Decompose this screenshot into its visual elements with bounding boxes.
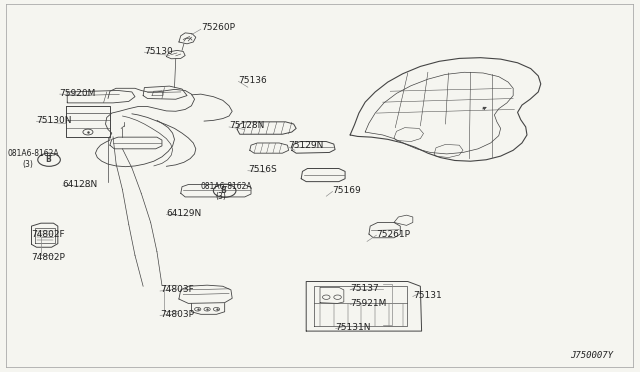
- Text: 74803P: 74803P: [160, 310, 194, 319]
- Text: (3): (3): [22, 160, 33, 169]
- Text: (3): (3): [215, 192, 226, 201]
- Text: 75131: 75131: [413, 291, 442, 300]
- Text: 081A6-8162A: 081A6-8162A: [8, 149, 60, 158]
- Text: 74803F: 74803F: [160, 285, 194, 294]
- Text: 75920M: 75920M: [60, 89, 96, 97]
- Text: 75131N: 75131N: [336, 323, 371, 332]
- Text: 64128N: 64128N: [63, 180, 98, 189]
- Text: J750007Y: J750007Y: [570, 351, 614, 360]
- Text: B: B: [221, 186, 227, 195]
- Text: 74802F: 74802F: [31, 230, 65, 238]
- Text: B: B: [45, 155, 51, 164]
- Text: 75130N: 75130N: [36, 116, 72, 125]
- Text: 75261P: 75261P: [376, 230, 410, 238]
- Text: 75130: 75130: [145, 46, 173, 55]
- Text: 64129N: 64129N: [166, 209, 202, 218]
- Text: 081A6-8162A: 081A6-8162A: [201, 182, 252, 190]
- Text: 75136: 75136: [239, 76, 268, 85]
- Text: 74802P: 74802P: [31, 253, 65, 262]
- Text: 75128N: 75128N: [229, 121, 264, 130]
- Text: 75169: 75169: [333, 186, 362, 195]
- Text: 75129N: 75129N: [289, 141, 324, 150]
- Text: 7516S: 7516S: [248, 165, 276, 174]
- Text: 75137: 75137: [350, 284, 379, 293]
- Text: 75921M: 75921M: [350, 299, 387, 308]
- Text: 75260P: 75260P: [201, 23, 235, 32]
